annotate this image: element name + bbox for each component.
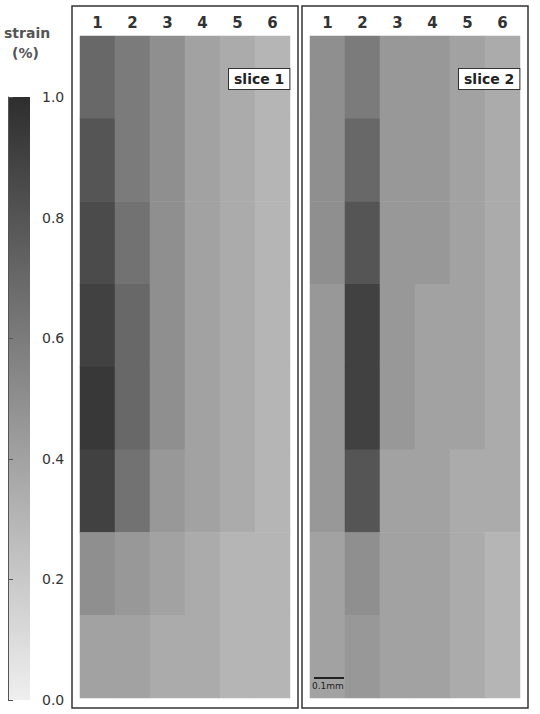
svg-text:0.0: 0.0 xyxy=(42,692,64,708)
svg-text:(%): (%) xyxy=(12,45,39,61)
svg-text:2: 2 xyxy=(127,14,137,32)
svg-text:1.0: 1.0 xyxy=(42,89,64,105)
svg-text:slice 1: slice 1 xyxy=(234,71,284,87)
svg-text:0.1mm: 0.1mm xyxy=(312,681,344,691)
svg-text:1: 1 xyxy=(92,14,102,32)
svg-text:6: 6 xyxy=(267,14,277,32)
svg-text:5: 5 xyxy=(462,14,472,32)
svg-text:slice 2: slice 2 xyxy=(464,71,514,87)
svg-text:0.6: 0.6 xyxy=(42,330,64,346)
svg-text:strain: strain xyxy=(4,25,50,41)
svg-text:0.4: 0.4 xyxy=(42,451,64,467)
svg-text:5: 5 xyxy=(232,14,242,32)
svg-text:2: 2 xyxy=(357,14,367,32)
svg-text:6: 6 xyxy=(497,14,507,32)
svg-text:4: 4 xyxy=(197,14,207,32)
svg-text:1: 1 xyxy=(322,14,332,32)
svg-text:3: 3 xyxy=(392,14,402,32)
svg-text:0.2: 0.2 xyxy=(42,571,64,587)
svg-text:3: 3 xyxy=(162,14,172,32)
svg-text:4: 4 xyxy=(427,14,437,32)
svg-text:0.8: 0.8 xyxy=(42,210,64,226)
